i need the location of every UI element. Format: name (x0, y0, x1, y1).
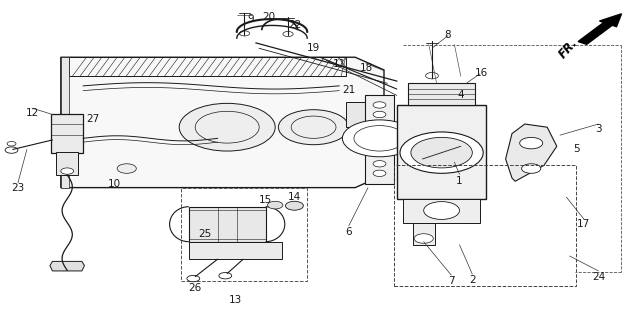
Polygon shape (413, 223, 435, 245)
Text: 26: 26 (189, 283, 202, 293)
Circle shape (187, 275, 200, 282)
Text: 8: 8 (445, 30, 451, 40)
Text: 18: 18 (360, 63, 372, 73)
Text: 25: 25 (198, 229, 211, 239)
Circle shape (373, 102, 386, 108)
Polygon shape (61, 57, 69, 188)
Text: 7: 7 (448, 276, 454, 287)
Circle shape (219, 273, 232, 279)
Text: 2: 2 (469, 275, 476, 286)
Polygon shape (408, 83, 475, 105)
Circle shape (342, 120, 417, 157)
Circle shape (239, 31, 250, 36)
Circle shape (520, 137, 543, 149)
Text: 22: 22 (288, 20, 301, 31)
Polygon shape (61, 57, 384, 188)
Text: 17: 17 (577, 219, 590, 229)
Text: 13: 13 (229, 294, 242, 305)
Polygon shape (51, 114, 83, 153)
Text: 21: 21 (342, 85, 355, 95)
Text: 23: 23 (12, 183, 24, 193)
Text: 20: 20 (262, 11, 275, 22)
Text: 27: 27 (86, 114, 99, 124)
Circle shape (5, 147, 18, 153)
Text: 15: 15 (259, 195, 272, 205)
Polygon shape (346, 102, 384, 127)
Circle shape (373, 161, 386, 167)
Text: 3: 3 (595, 124, 602, 134)
Circle shape (61, 168, 74, 174)
Text: 10: 10 (108, 179, 120, 190)
Circle shape (400, 132, 483, 173)
Circle shape (283, 31, 293, 37)
Text: 16: 16 (475, 68, 488, 78)
Circle shape (522, 164, 541, 173)
Text: 9: 9 (248, 14, 254, 24)
Polygon shape (365, 95, 394, 184)
Circle shape (411, 137, 472, 168)
Polygon shape (189, 242, 282, 259)
Circle shape (179, 103, 275, 151)
Circle shape (117, 164, 136, 173)
Polygon shape (189, 207, 266, 242)
Bar (56, 152, 78, 175)
Polygon shape (403, 199, 480, 223)
Circle shape (285, 201, 303, 210)
Text: 6: 6 (346, 227, 352, 237)
Text: 14: 14 (288, 192, 301, 202)
Text: 12: 12 (26, 108, 38, 118)
Circle shape (414, 234, 433, 243)
Polygon shape (397, 105, 486, 199)
Circle shape (424, 202, 460, 219)
Text: 11: 11 (333, 59, 346, 69)
Text: 19: 19 (307, 43, 320, 53)
Text: FR.: FR. (556, 36, 580, 61)
Text: 5: 5 (573, 144, 579, 155)
Text: 1: 1 (456, 176, 463, 186)
Circle shape (268, 201, 283, 209)
Circle shape (7, 142, 16, 146)
Circle shape (373, 170, 386, 176)
FancyArrow shape (578, 14, 621, 44)
Circle shape (373, 111, 386, 118)
Circle shape (278, 110, 349, 145)
Text: 4: 4 (458, 90, 464, 100)
Polygon shape (50, 261, 84, 271)
Circle shape (426, 73, 438, 79)
Text: 24: 24 (592, 272, 605, 282)
Polygon shape (506, 124, 557, 181)
